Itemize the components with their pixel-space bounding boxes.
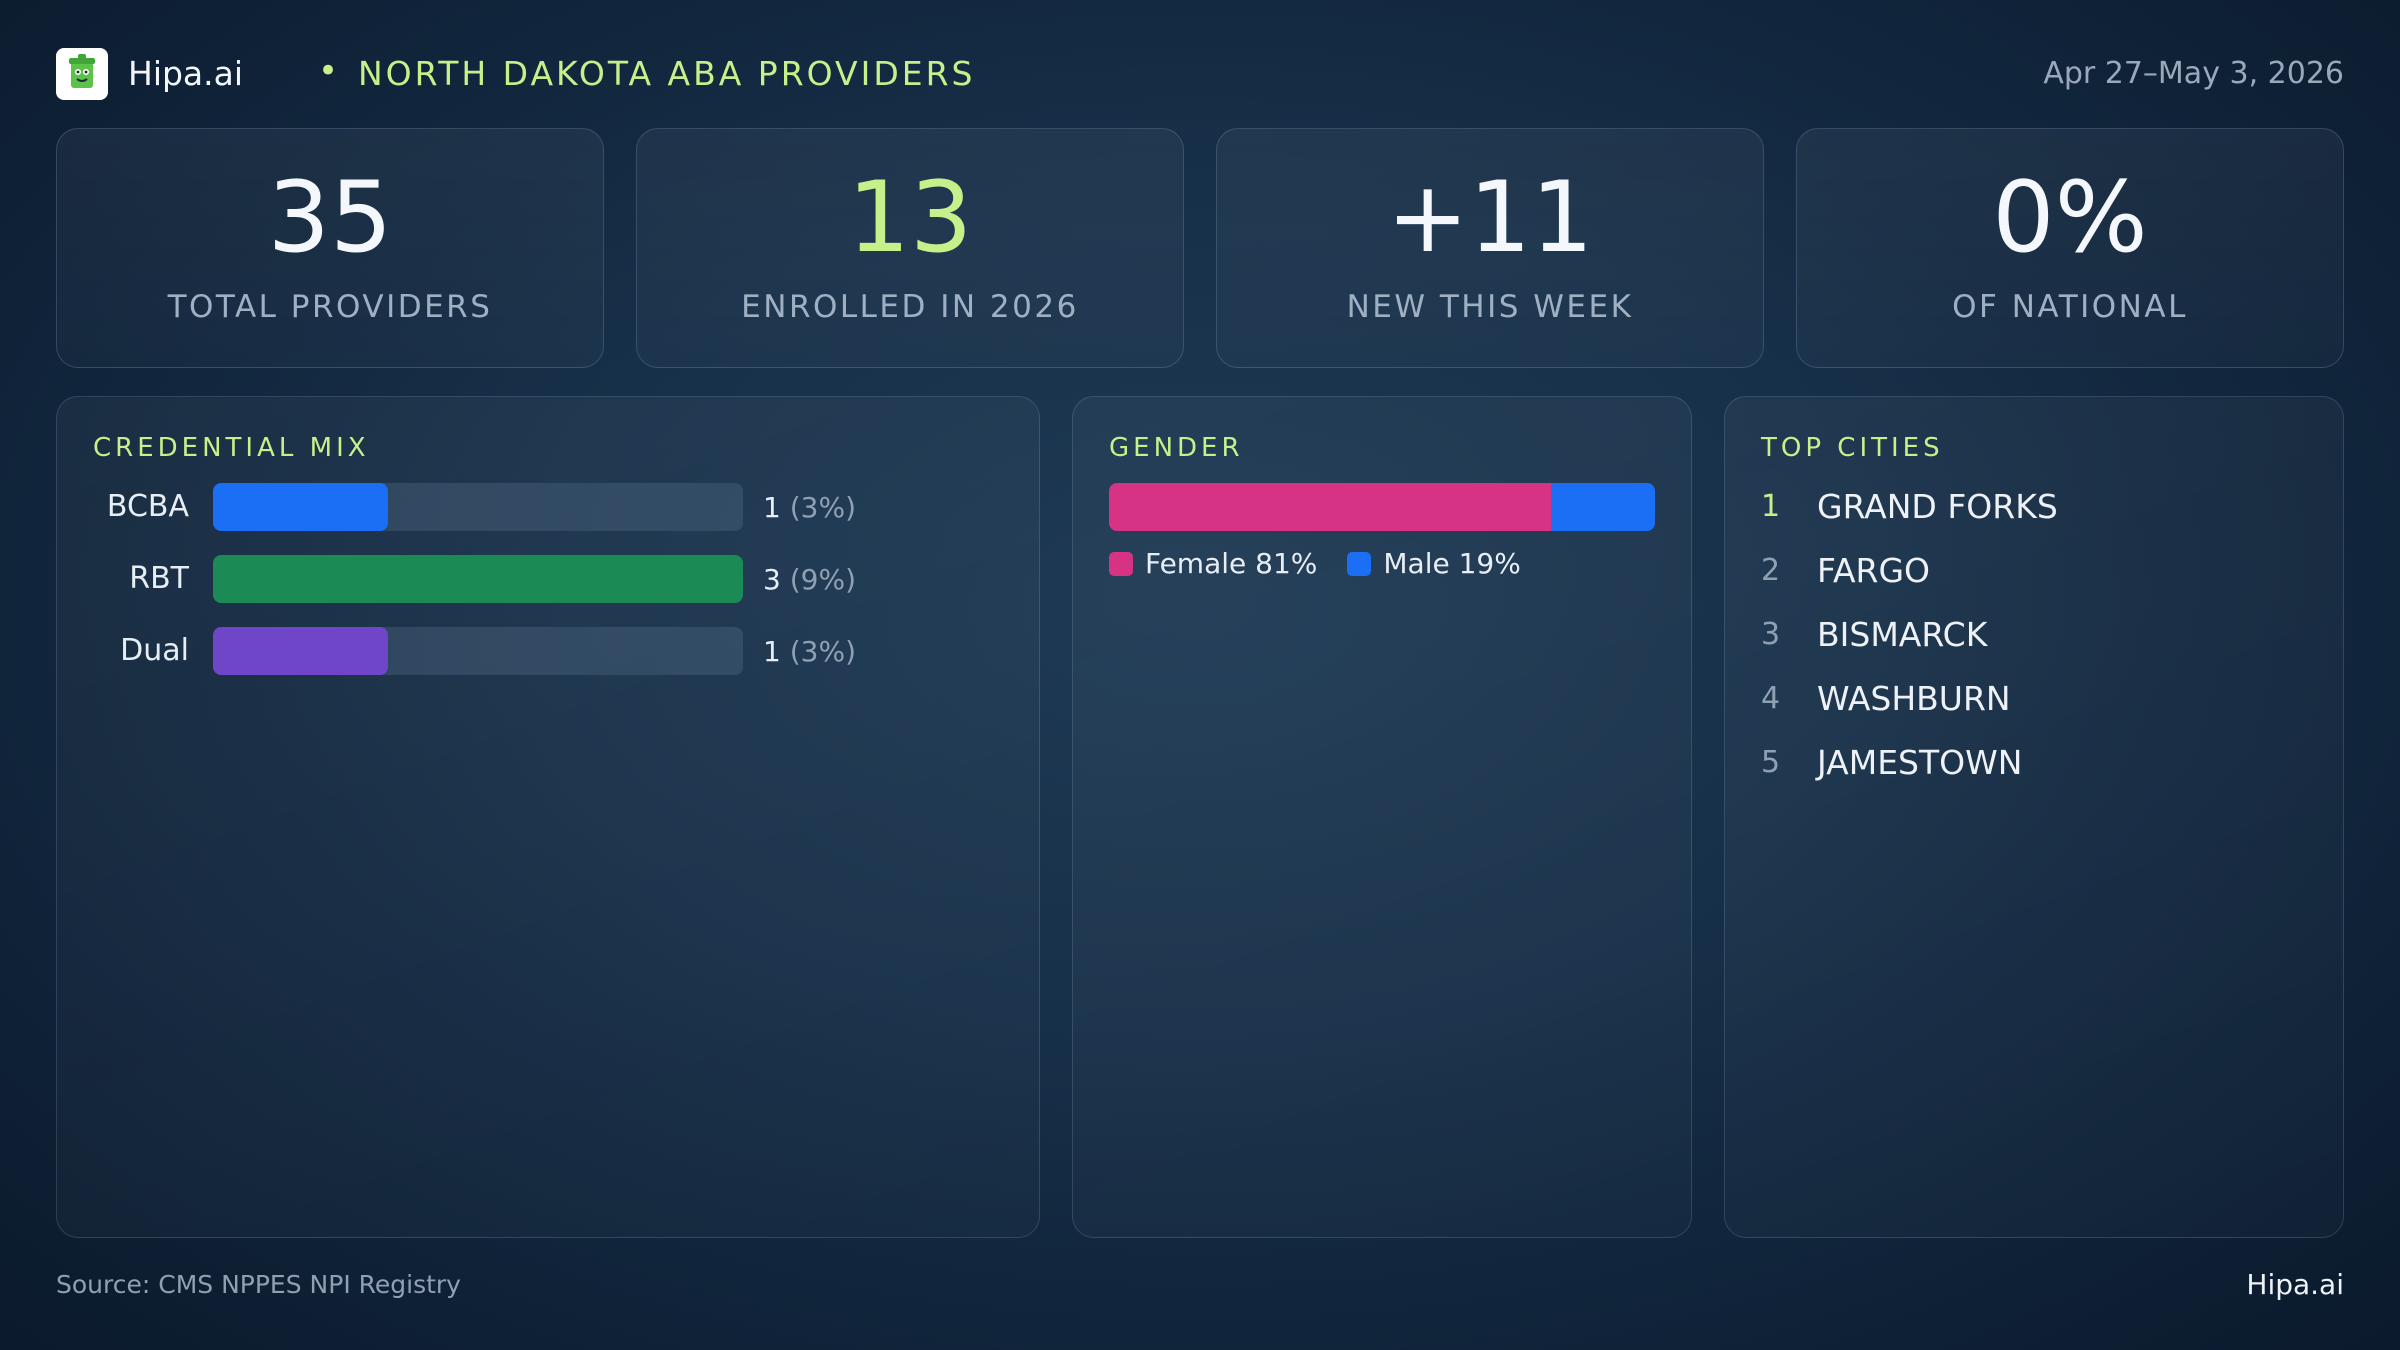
city-rank: 3	[1761, 617, 1781, 652]
kpi-label: NEW THIS WEEK	[1346, 289, 1634, 325]
city-name: GRAND FORKS	[1817, 487, 2058, 526]
city-name: JAMESTOWN	[1817, 743, 2023, 782]
legend-item-female: Female 81%	[1109, 547, 1317, 580]
credential-bar	[213, 555, 743, 603]
credential-count: 1 (3%)	[763, 635, 856, 668]
date-range: Apr 27–May 3, 2026	[2043, 56, 2344, 91]
header: Hipa.ai • NORTH DAKOTA ABA PROVIDERS Apr…	[56, 46, 2344, 102]
credential-track	[213, 483, 743, 531]
credential-label: BCBA	[106, 489, 189, 524]
credential-track	[213, 627, 743, 675]
kpi-value: 13	[847, 161, 973, 275]
count-percent: (3%)	[789, 491, 857, 524]
credential-bar	[213, 483, 388, 531]
credential-row-rbt: RBT 3 (9%)	[57, 555, 1039, 605]
credential-row-dual: Dual 1 (3%)	[57, 627, 1039, 677]
kpi-card-enrolled: 13 ENROLLED IN 2026	[636, 128, 1184, 368]
kpi-value: +11	[1386, 161, 1594, 275]
panel-title: GENDER	[1109, 433, 1244, 463]
panel-title: CREDENTIAL MIX	[93, 433, 370, 463]
credential-label: Dual	[120, 633, 189, 668]
count-percent: (3%)	[789, 635, 857, 668]
credential-mix-panel: CREDENTIAL MIX BCBA 1 (3%) RBT 3 (9%) Du…	[56, 396, 1040, 1238]
kpi-value: 35	[267, 161, 393, 275]
source-note: Source: CMS NPPES NPI Registry	[56, 1270, 461, 1299]
city-rank: 5	[1761, 745, 1781, 780]
legend-label: Female 81%	[1145, 547, 1318, 580]
gender-bar	[1109, 483, 1655, 531]
city-rank: 4	[1761, 681, 1781, 716]
kpi-card-of-national: 0% OF NATIONAL	[1796, 128, 2344, 368]
credential-label: RBT	[129, 561, 189, 596]
brand-name: Hipa.ai	[128, 54, 244, 93]
kpi-value: 0%	[1992, 161, 2148, 275]
footer-brand: Hipa.ai	[2246, 1268, 2344, 1301]
legend-swatch	[1109, 551, 1133, 576]
city-row: 2 FARGO	[1761, 547, 2281, 597]
city-name: WASHBURN	[1817, 679, 2011, 718]
gender-panel: GENDER Female 81% Male 19%	[1072, 396, 1692, 1238]
kpi-card-total-providers: 35 TOTAL PROVIDERS	[56, 128, 604, 368]
page-title: NORTH DAKOTA ABA PROVIDERS	[358, 54, 976, 93]
credential-track	[213, 555, 743, 603]
city-row: 4 WASHBURN	[1761, 675, 2281, 725]
count-value: 1	[763, 491, 781, 524]
kpi-row: 35 TOTAL PROVIDERS 13 ENROLLED IN 2026 +…	[56, 128, 2344, 368]
city-row: 5 JAMESTOWN	[1761, 739, 2281, 789]
credential-count: 1 (3%)	[763, 491, 856, 524]
city-rank: 2	[1761, 553, 1781, 588]
credential-row-bcba: BCBA 1 (3%)	[57, 483, 1039, 533]
legend-label: Male 19%	[1383, 547, 1521, 580]
city-row: 3 BISMARCK	[1761, 611, 2281, 661]
count-value: 1	[763, 635, 781, 668]
city-rank: 1	[1761, 489, 1781, 524]
logo	[56, 48, 108, 100]
title-separator: •	[318, 51, 339, 91]
trash-can-mascot-icon	[65, 52, 99, 96]
kpi-label: OF NATIONAL	[1952, 289, 2188, 325]
legend-swatch	[1347, 551, 1372, 576]
city-name: BISMARCK	[1817, 615, 1988, 654]
city-name: FARGO	[1817, 551, 1931, 590]
gender-segment-male	[1551, 483, 1655, 531]
kpi-card-new-this-week: +11 NEW THIS WEEK	[1216, 128, 1764, 368]
top-cities-panel: TOP CITIES 1 GRAND FORKS 2 FARGO 3 BISMA…	[1724, 396, 2344, 1238]
credential-bar	[213, 627, 388, 675]
count-value: 3	[763, 563, 781, 596]
city-row: 1 GRAND FORKS	[1761, 483, 2281, 533]
gender-segment-female	[1109, 483, 1552, 531]
legend-item-male: Male 19%	[1347, 547, 1521, 580]
gender-legend: Female 81% Male 19%	[1109, 547, 1551, 580]
kpi-label: TOTAL PROVIDERS	[167, 289, 493, 325]
panel-title: TOP CITIES	[1761, 433, 1944, 463]
count-percent: (9%)	[789, 563, 857, 596]
credential-count: 3 (9%)	[763, 563, 856, 596]
kpi-label: ENROLLED IN 2026	[741, 289, 1079, 325]
